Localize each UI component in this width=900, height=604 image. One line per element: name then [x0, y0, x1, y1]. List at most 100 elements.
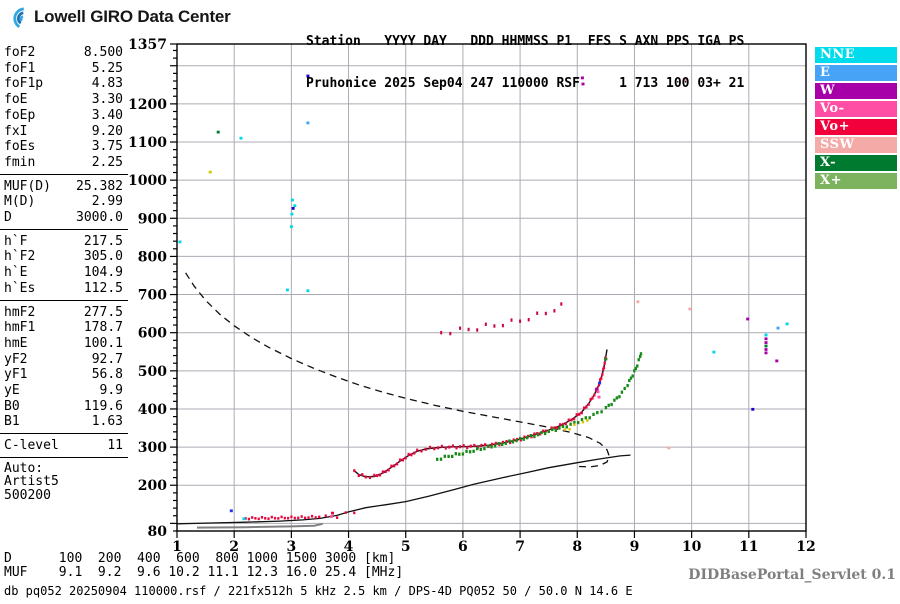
parameter-label: foE [4, 92, 28, 108]
parameter-label: h`F [4, 233, 28, 249]
x-tick-label: 11 [739, 539, 758, 555]
y-tick-label: 1000 [128, 173, 167, 189]
trace-transmission-curve [185, 272, 610, 468]
legend-item-x: X+ [815, 173, 897, 189]
parameter-group: foF2 8.500 foF1 5.25 foF1p 4.83 foE 3.30 foEp 3.4… [0, 44, 128, 175]
parameter-row: yE 9.9 [0, 383, 128, 399]
parameter-row: h`E 104.9 [0, 265, 128, 281]
station-header-line1: Station YYYY DAY DDD HHMMSS P1 FFS S AXN… [306, 34, 745, 49]
parameter-value: 178.7 [83, 320, 123, 336]
noise-echoes [178, 74, 789, 521]
parameter-row: hmF1 178.7 [0, 320, 128, 336]
parameter-row: D 3000.0 [0, 210, 128, 226]
y-tick-label: 700 [138, 288, 167, 304]
parameter-row: C-level 11 [0, 438, 128, 454]
parameter-value: 2.25 [91, 154, 123, 170]
legend-item-vo: Vo+ [815, 119, 897, 135]
parameter-label: B1 [4, 414, 20, 430]
distance-row: D 100 200 400 600 800 1000 1500 3000 [km… [4, 551, 396, 566]
x-tick-label: 4 [344, 539, 354, 555]
x-tick-label: 5 [401, 539, 411, 555]
parameter-label: yF1 [4, 367, 28, 383]
autoscaler-group: Auto: Artist5 500200 [0, 461, 128, 506]
parameter-value: 4.83 [91, 76, 123, 92]
trace-x-trace-echo [436, 352, 643, 461]
parameter-label: fxI [4, 123, 28, 139]
legend-item-vo: Vo- [815, 101, 897, 117]
parameter-value: 5.25 [91, 60, 123, 76]
x-tick-label: 7 [515, 539, 525, 555]
parameter-value: 119.6 [83, 398, 123, 414]
parameter-value: 277.5 [83, 304, 123, 320]
parameter-row: MUF(D) 25.382 [0, 179, 128, 195]
y-tick-label: 80 [148, 524, 168, 540]
parameter-row: foE 3.30 [0, 92, 128, 108]
parameter-value: 305.0 [83, 249, 123, 265]
logo-text: Lowell GIRO Data Center [34, 7, 231, 26]
parameter-value: 9.20 [91, 123, 123, 139]
parameter-row: hmF2 277.5 [0, 305, 128, 321]
y-tick-label: 600 [138, 326, 167, 342]
y-tick-label: 500 [138, 364, 167, 380]
parameter-label: fmin [4, 154, 36, 170]
legend-item-e: E [815, 65, 897, 81]
parameter-row: h`F2 305.0 [0, 249, 128, 265]
trace-o-trace-fit [353, 349, 608, 478]
parameter-value: 11 [107, 438, 123, 454]
parameter-row: foF1p 4.83 [0, 76, 128, 92]
station-header: Station YYYY DAY DDD HHMMSS P1 FFS S AXN… [306, 7, 744, 105]
parameter-row: foEs 3.75 [0, 139, 128, 155]
parameter-row: foF2 8.500 [0, 45, 128, 61]
x-tick-label: 8 [572, 539, 582, 555]
parameter-value: 56.8 [91, 367, 123, 383]
parameter-label: foF1p [4, 76, 44, 92]
autoscaler-line: Auto: [4, 460, 44, 476]
parameter-value: 92.7 [91, 351, 123, 367]
x-tick-label: 1 [172, 539, 182, 555]
parameter-label: foEp [4, 107, 36, 123]
trace-es-trace-echo [244, 514, 321, 521]
x-tick-label: 6 [458, 539, 468, 555]
parameter-label: hmF2 [4, 304, 36, 320]
x-tick-label: 2 [229, 539, 239, 555]
parameter-label: yE [4, 383, 20, 399]
parameter-label: MUF(D) [4, 178, 51, 194]
trace-es-trace-sparse [324, 511, 356, 519]
parameter-value: 8.500 [83, 45, 123, 60]
parameter-label: M(D) [4, 194, 36, 210]
parameter-value: 100.1 [83, 335, 123, 351]
parameter-label: h`Es [4, 280, 36, 296]
trace-true-height-profile [176, 454, 631, 525]
trace-e-baseline [196, 522, 324, 529]
parameter-row: h`F 217.5 [0, 234, 128, 250]
legend-item-ssw: SSW [815, 137, 897, 153]
parameter-label: h`E [4, 265, 28, 281]
parameter-row: yF1 56.8 [0, 367, 128, 383]
trace-second-hop-echo [440, 302, 563, 336]
parameter-group: h`F 217.5 h`F2 305.0 h`E 104.9 h`Es 112.5 [0, 233, 128, 301]
legend-item-w: W [815, 83, 897, 99]
parameter-label: foF2 [4, 45, 36, 60]
traces [176, 272, 643, 529]
trace-x-trace-yellow-mix [563, 419, 589, 431]
parameter-row: hmE 100.1 [0, 336, 128, 352]
muf-row: MUF 9.1 9.2 9.6 10.2 11.1 12.3 16.0 25.4… [4, 565, 404, 580]
parameter-row: M(D) 2.99 [0, 194, 128, 210]
autoscaler-line: 500200 [4, 487, 51, 503]
x-tick-label: 3 [286, 539, 296, 555]
parameter-label: D [4, 210, 12, 226]
parameter-value: 112.5 [83, 280, 123, 296]
parameter-value: 2.99 [91, 194, 123, 210]
parameter-group: hmF2 277.5 hmF1 178.7 hmE 100.1 yF2 92.7 yF1 56.8… [0, 304, 128, 435]
parameter-value: 3000.0 [76, 210, 123, 226]
parameter-row: yF2 92.7 [0, 352, 128, 368]
trace-o-trace-echo [353, 356, 607, 480]
axis-labels: 8020030040050060070080090010001100120013… [128, 37, 816, 555]
parameter-value: 217.5 [83, 233, 123, 249]
parameter-panel: foF2 8.500 foF1 5.25 foF1p 4.83 foE 3.30 foEp 3.4… [0, 44, 128, 508]
parameter-row: B0 119.6 [0, 399, 128, 415]
parameter-row: fmin 2.25 [0, 155, 128, 171]
parameter-value: 3.30 [91, 92, 123, 108]
parameter-label: foEs [4, 139, 36, 155]
